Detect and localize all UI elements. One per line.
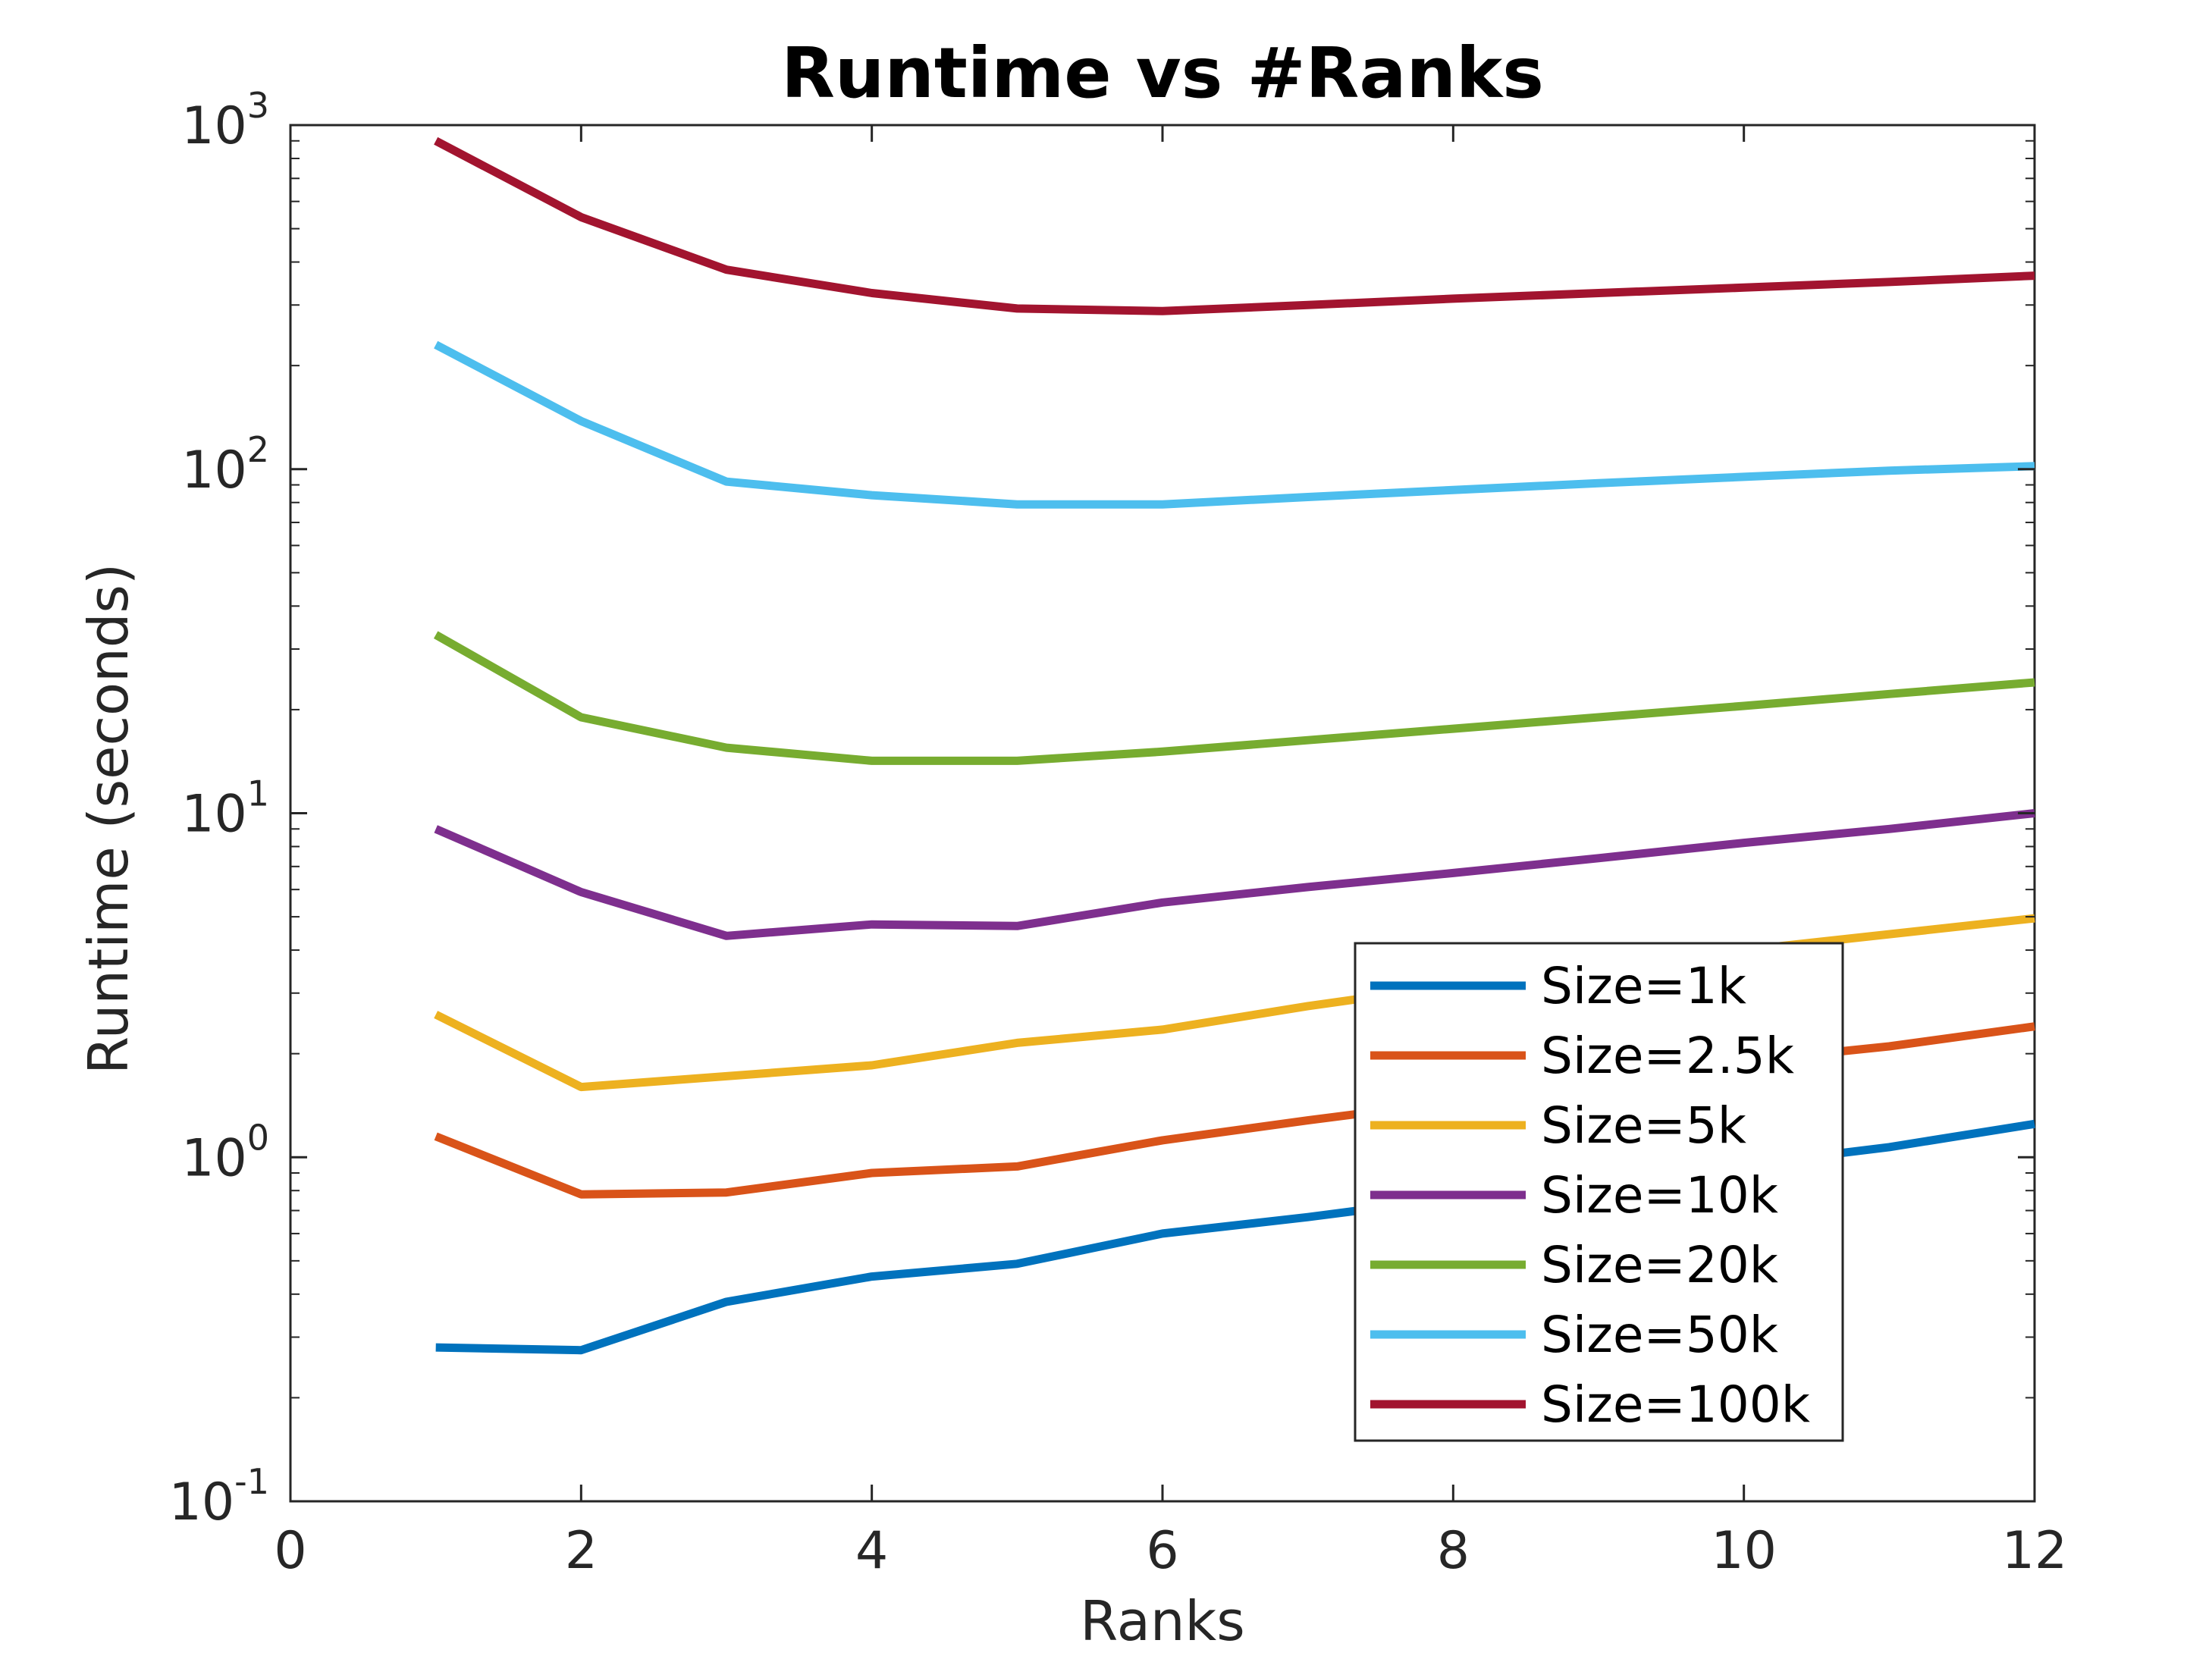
x-tick-label: 10 <box>1711 1521 1777 1581</box>
y-tick-label: 101 <box>181 773 269 845</box>
tick-marks <box>289 124 2036 1503</box>
x-tick-label: 12 <box>2002 1521 2068 1581</box>
legend-label: Size=100k <box>1541 1375 1811 1434</box>
y-tick-label: 100 <box>181 1117 269 1188</box>
y-tick-labels: 10-1 100 101 102 103 <box>169 85 269 1532</box>
legend-item: Size=20k <box>1370 1236 1779 1294</box>
legend-label: Size=2.5k <box>1541 1027 1795 1085</box>
legend-item: Size=1k <box>1370 957 1747 1015</box>
series-line-size-20k <box>433 631 2035 765</box>
legend-label: Size=10k <box>1541 1166 1779 1225</box>
legend-label: Size=5k <box>1541 1096 1747 1155</box>
chart-title: Runtime vs #Ranks <box>781 33 1544 114</box>
x-tick-label: 2 <box>565 1521 598 1581</box>
legend-item: Size=5k <box>1370 1096 1747 1155</box>
series-line-size-10k <box>434 809 2035 940</box>
x-axis-label: Ranks <box>1080 1589 1244 1653</box>
x-tick-label: 0 <box>274 1521 306 1581</box>
legend-item: Size=10k <box>1370 1166 1779 1225</box>
legend-label: Size=1k <box>1541 957 1747 1015</box>
y-axis-label: Runtime (seconds) <box>77 563 140 1074</box>
x-tick-label: 6 <box>1146 1521 1178 1581</box>
x-tick-label: 8 <box>1437 1521 1470 1581</box>
y-tick-label: 102 <box>181 429 269 500</box>
legend: Size=1k Size=2.5k Size=5k Size=10k Size=20k S… <box>1354 942 1844 1442</box>
series-line-size-50k <box>434 340 2035 509</box>
legend-label: Size=20k <box>1541 1236 1779 1294</box>
legend-item: Size=100k <box>1370 1375 1811 1434</box>
x-tick-labels: 0 2 4 6 8 10 12 <box>274 1521 2067 1581</box>
y-tick-label: 103 <box>181 85 269 156</box>
legend-item: Size=50k <box>1370 1306 1779 1364</box>
legend-label: Size=50k <box>1541 1306 1779 1364</box>
x-tick-label: 4 <box>855 1521 888 1581</box>
y-tick-label: 10-1 <box>169 1461 269 1532</box>
series-line-size-100k <box>434 136 2035 315</box>
legend-item: Size=2.5k <box>1370 1027 1795 1085</box>
